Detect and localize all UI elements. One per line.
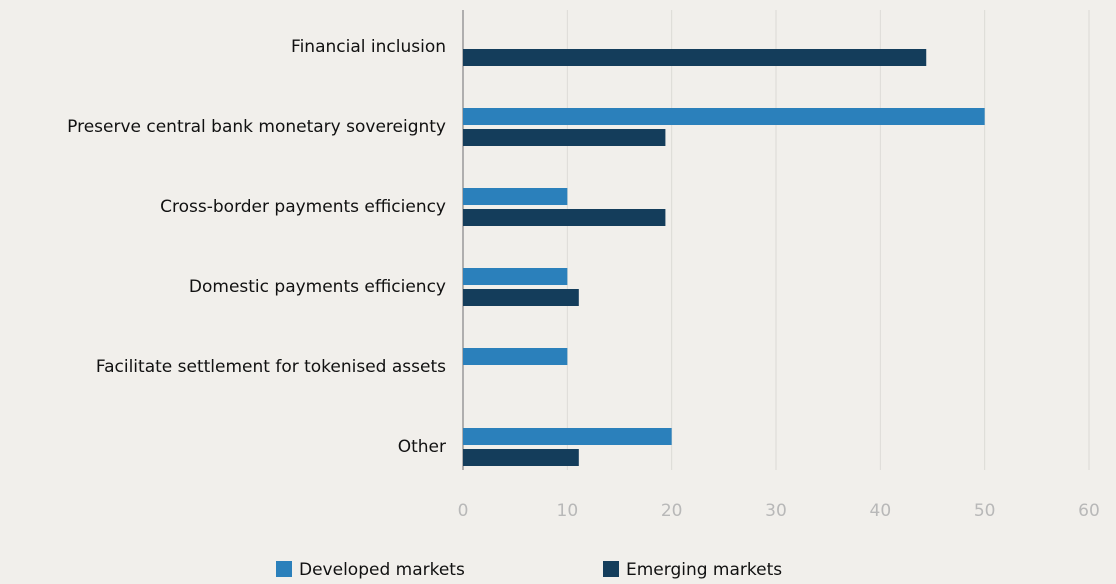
bar [463,108,985,125]
x-tick-label: 60 [1078,501,1100,521]
bar [463,348,568,365]
bar [463,449,579,466]
x-tick-label: 30 [765,501,787,521]
y-tick-label: Financial inclusion [291,37,446,57]
x-tick-label: 10 [557,501,579,521]
bar [463,209,666,226]
y-tick-label: Facilitate settlement for tokenised asse… [96,357,446,377]
x-tick-label: 20 [661,501,683,521]
bar [463,188,568,205]
y-tick-label: Domestic payments efficiency [189,277,446,297]
legend-swatch [603,561,619,577]
y-tick-label: Cross-border payments efficiency [160,197,446,217]
y-tick-label: Other [398,437,446,457]
x-tick-label: 50 [974,501,996,521]
y-tick-label: Preserve central bank monetary sovereign… [67,117,446,137]
x-tick-label: 40 [870,501,892,521]
bar [463,129,666,146]
bar [463,268,568,285]
bar [463,289,579,306]
legend-label: Developed markets [299,560,465,580]
legend-label: Emerging markets [626,560,782,580]
x-tick-label: 0 [458,501,469,521]
legend-swatch [276,561,292,577]
bar [463,428,672,445]
bar [463,49,927,66]
